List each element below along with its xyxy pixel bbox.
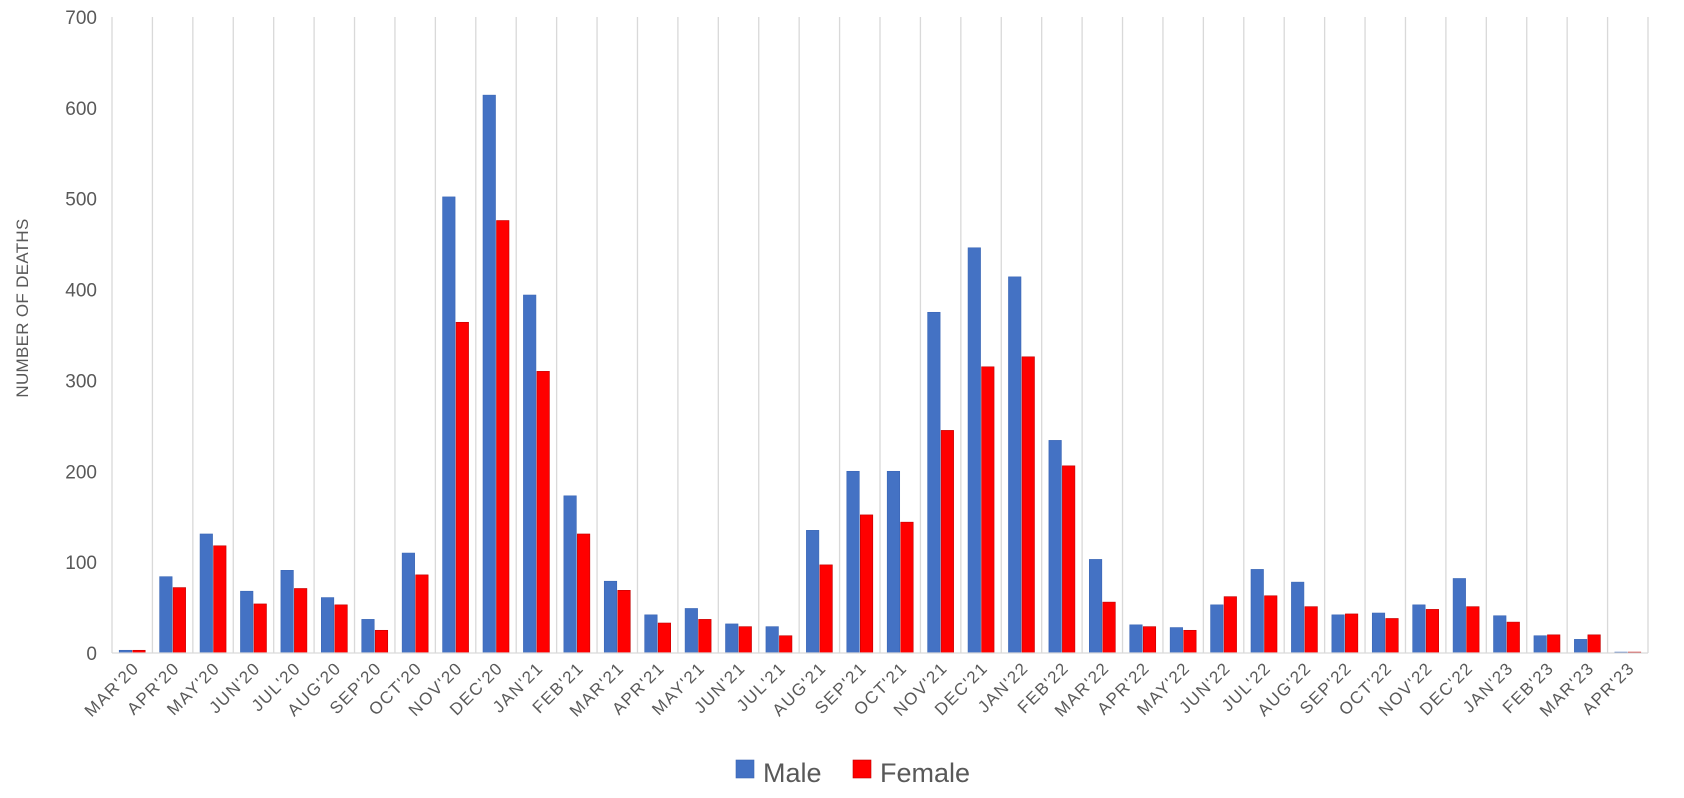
bar-male: [523, 294, 537, 654]
bar-male: [927, 311, 941, 654]
bar-female: [1425, 609, 1439, 654]
bar-male: [1331, 614, 1345, 654]
bar-female: [1506, 621, 1520, 654]
bar-male: [967, 247, 981, 654]
bar-male: [1250, 569, 1264, 654]
bar-male: [1048, 440, 1062, 654]
y-tick-label: 500: [65, 190, 97, 211]
bar-female: [1062, 465, 1076, 654]
bar-male: [1574, 639, 1588, 654]
bar-male: [563, 495, 577, 654]
bar-male: [280, 570, 294, 654]
bar-male: [1008, 276, 1022, 654]
y-tick-label: 200: [65, 462, 97, 483]
bar-male: [482, 94, 496, 654]
bar-male: [1129, 624, 1143, 654]
bar-male: [1169, 627, 1183, 654]
bar-female: [1547, 634, 1561, 654]
legend-swatch-male: [735, 759, 755, 779]
bar-female: [577, 533, 591, 654]
bar-male: [1533, 635, 1547, 654]
bars: [118, 94, 1642, 654]
bar-female: [455, 321, 469, 654]
bar-male: [361, 619, 375, 654]
bar-male: [644, 614, 658, 654]
bar-female: [294, 588, 308, 654]
y-tick-label: 0: [86, 644, 97, 665]
bar-female: [1102, 601, 1116, 654]
y-tick-label: 300: [65, 371, 97, 392]
legend: Male Female: [735, 758, 970, 788]
bar-female: [536, 371, 550, 654]
y-tick-label: 600: [65, 99, 97, 120]
bar-male: [442, 196, 456, 654]
bar-female: [1142, 626, 1157, 654]
bar-male: [1371, 612, 1386, 654]
bar-male: [321, 597, 335, 654]
bar-female: [940, 430, 954, 654]
bar-female: [738, 626, 752, 654]
bar-female: [1304, 606, 1318, 654]
bar-female: [1223, 596, 1237, 654]
bar-female: [819, 564, 833, 654]
bar-female: [617, 590, 631, 654]
bar-male: [765, 626, 779, 654]
bar-female: [1587, 634, 1601, 654]
y-tick-label: 100: [65, 553, 97, 574]
bar-female: [657, 622, 671, 654]
legend-label-female: Female: [880, 758, 970, 788]
y-axis-label: NUMBER OF DEATHS: [13, 218, 32, 397]
legend-label-male: Male: [763, 758, 822, 788]
bar-male: [240, 590, 254, 654]
y-tick-label: 400: [65, 281, 97, 302]
bar-female: [213, 545, 227, 654]
y-tick-label: 700: [65, 8, 97, 29]
bar-male: [725, 623, 739, 654]
bar-male: [846, 470, 860, 654]
bar-female: [415, 574, 429, 654]
bar-female: [859, 514, 874, 654]
bar-male: [1452, 578, 1466, 654]
bar-male: [684, 608, 698, 654]
bar-male: [886, 470, 901, 654]
bar-male: [1291, 581, 1305, 654]
bar-male: [806, 530, 820, 654]
bar-male: [1089, 559, 1103, 654]
bar-female: [1466, 606, 1480, 654]
bar-female: [981, 366, 995, 654]
bar-female: [900, 521, 914, 654]
bar-male: [1493, 615, 1507, 654]
bar-female: [1345, 613, 1359, 654]
bar-female: [1385, 618, 1399, 654]
bar-female: [1021, 356, 1035, 654]
bar-female: [779, 635, 793, 654]
bar-female: [253, 603, 267, 654]
bar-female: [334, 604, 348, 654]
bar-female: [374, 629, 389, 654]
legend-swatch-female: [852, 759, 872, 779]
bar-male: [159, 576, 173, 654]
bar-male: [1210, 604, 1224, 654]
bar-female: [496, 220, 510, 654]
bar-female: [1183, 629, 1197, 654]
bar-male: [603, 580, 618, 654]
bar-male: [199, 533, 213, 654]
bar-female: [698, 619, 712, 654]
grid-lines: [111, 17, 1649, 653]
bar-female: [1264, 595, 1278, 654]
bar-female: [172, 587, 186, 654]
bar-male: [401, 552, 415, 654]
bar-male: [1412, 604, 1426, 654]
